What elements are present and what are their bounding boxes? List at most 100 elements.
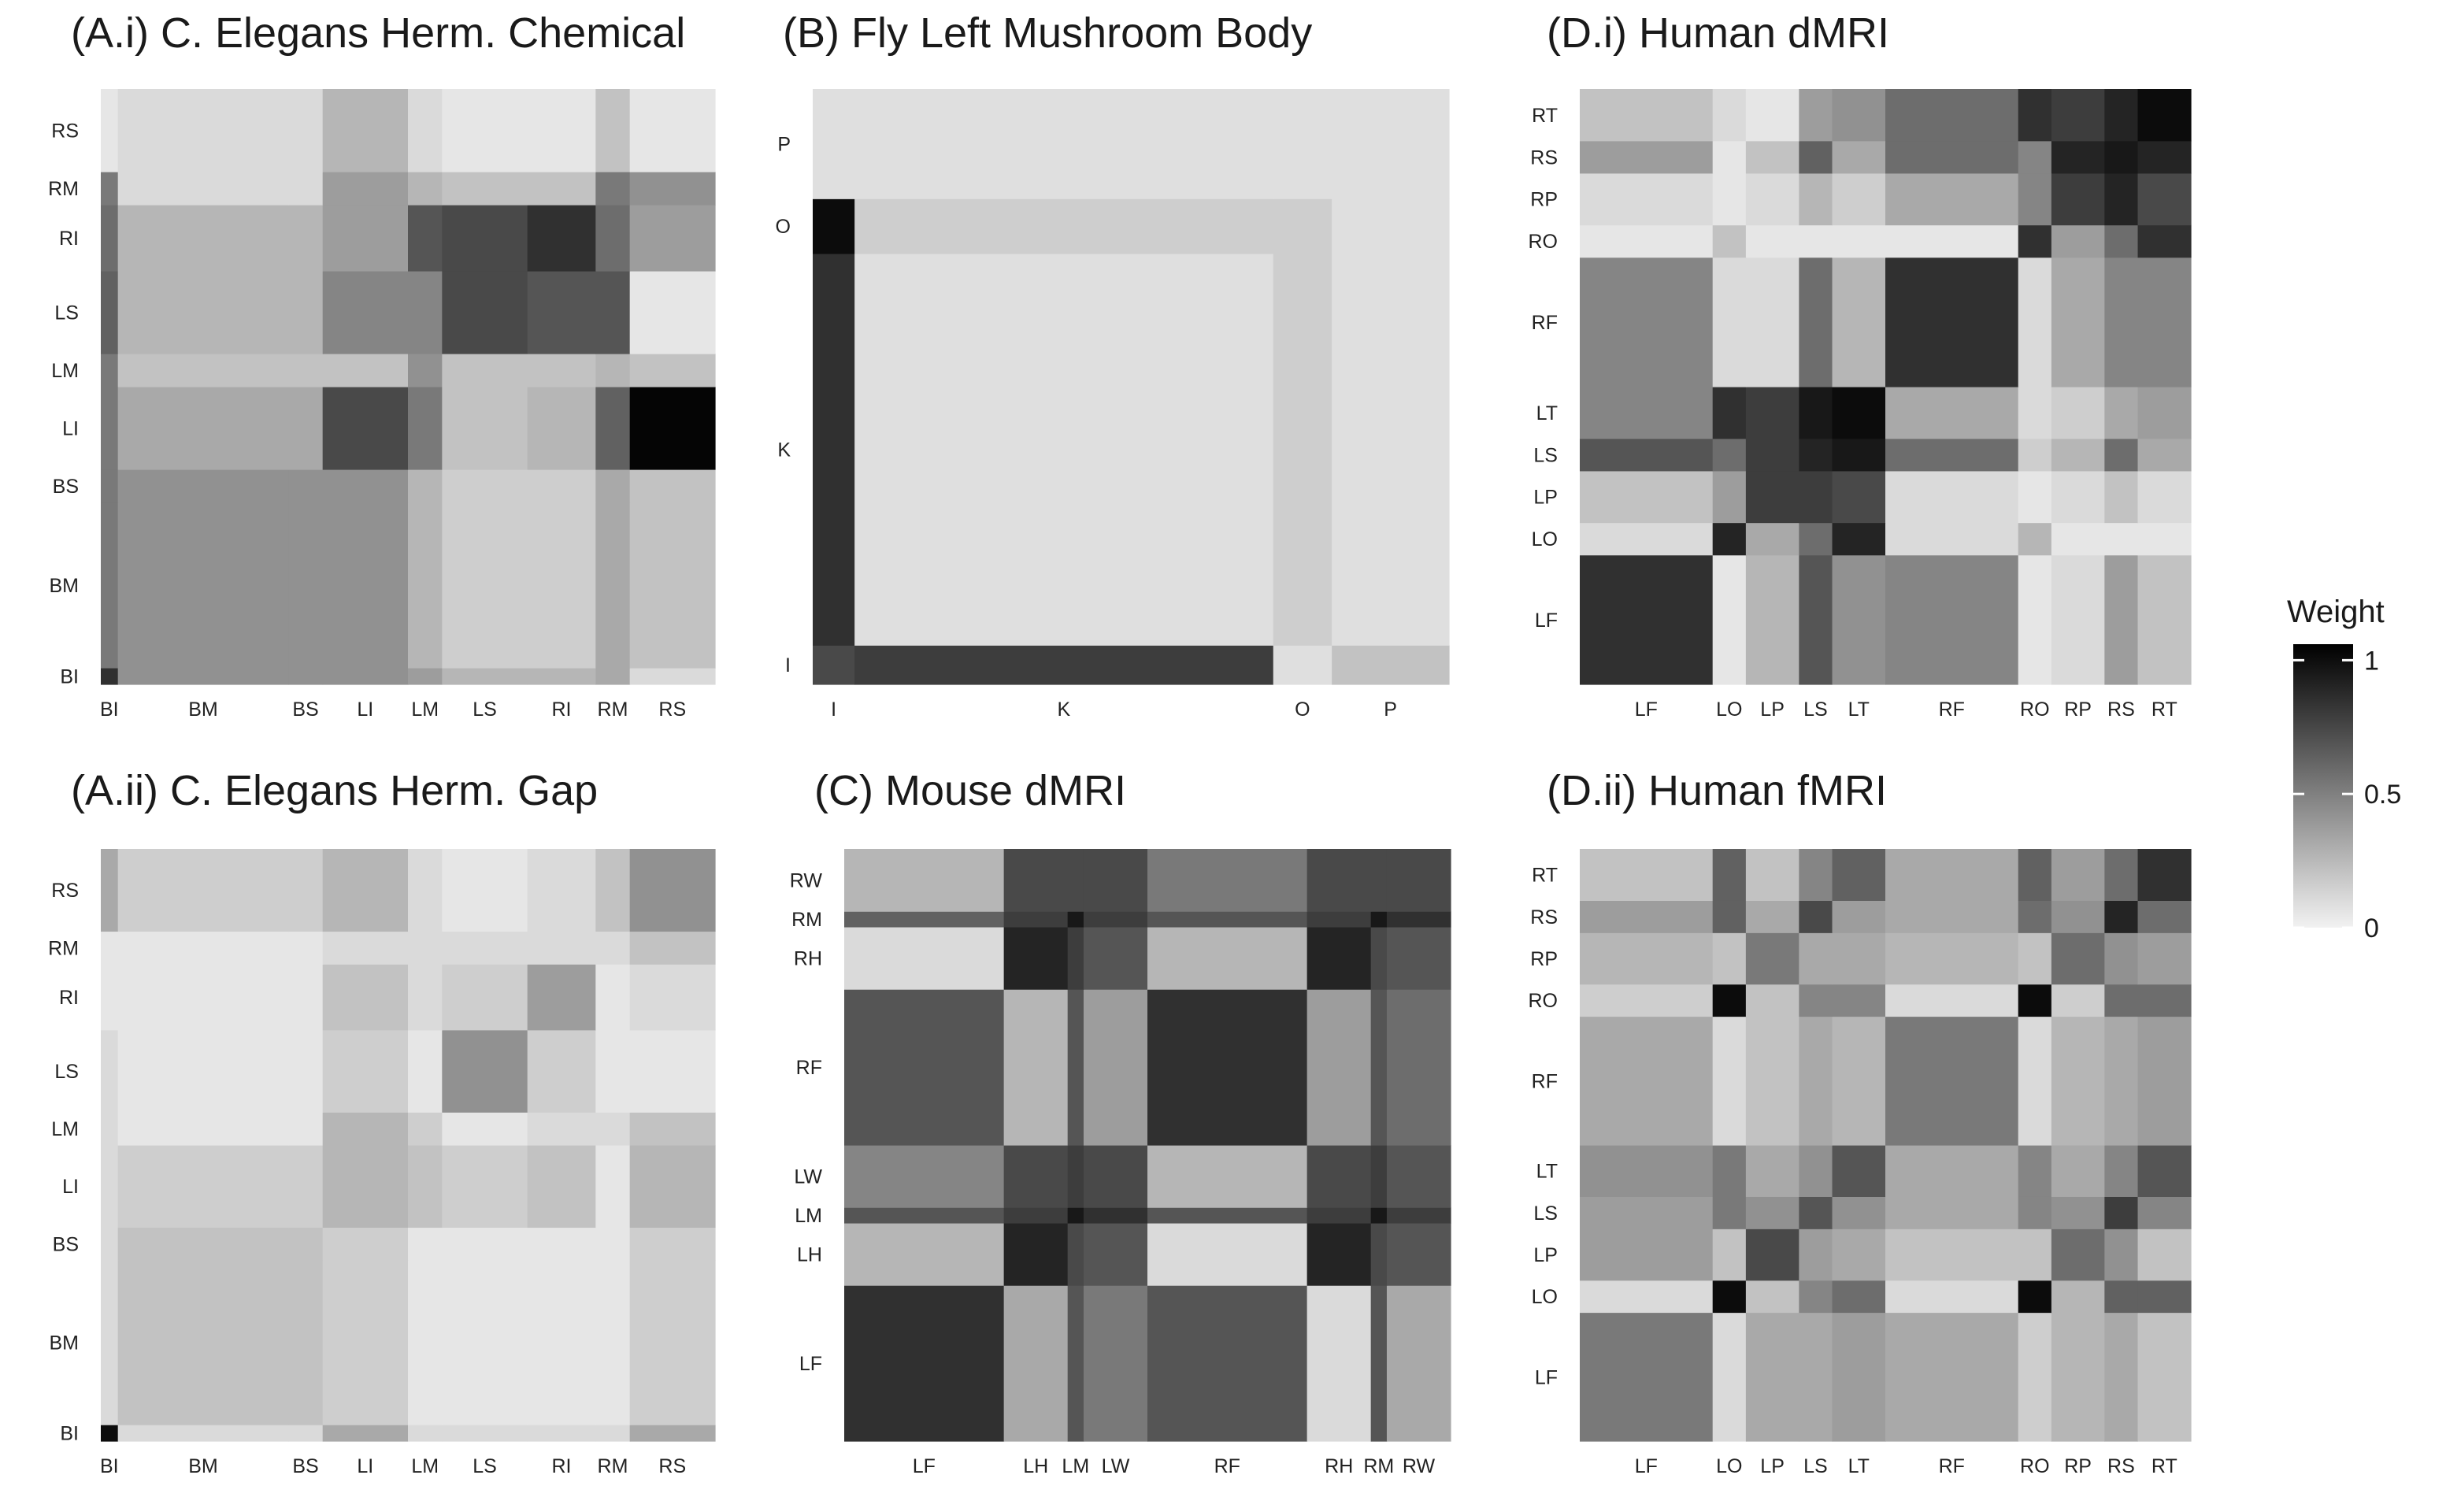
heatmap-cell xyxy=(1799,89,1833,142)
heatmap-cell xyxy=(2104,438,2139,472)
heatmap-cell xyxy=(322,1425,409,1442)
heatmap-cell xyxy=(2051,224,2105,258)
heatmap-cell xyxy=(1832,849,1886,901)
heatmap-cell xyxy=(1712,89,1747,142)
heatmap-cell xyxy=(1067,1207,1084,1224)
heatmap-cell xyxy=(2104,1312,2139,1442)
heatmap-cell xyxy=(101,469,119,503)
heatmap-cell xyxy=(288,89,324,172)
heatmap-cell xyxy=(322,205,409,272)
x-tick-label: RM xyxy=(598,699,628,721)
heatmap-cell xyxy=(1003,989,1069,1146)
x-tick-label: LS xyxy=(1803,699,1828,721)
heatmap-cell xyxy=(1832,1196,1886,1229)
y-tick-label: LM xyxy=(51,1118,79,1140)
heatmap-cell xyxy=(1083,849,1148,912)
heatmap-cell xyxy=(2051,849,2105,901)
heatmap-cell xyxy=(2018,932,2052,985)
heatmap-cell xyxy=(1832,387,1886,439)
heatmap-cell xyxy=(595,1029,631,1113)
heatmap-cell xyxy=(1003,911,1069,928)
heatmap-cell xyxy=(117,1425,289,1442)
heatmap-cell xyxy=(2137,387,2192,439)
heatmap-cell xyxy=(629,205,716,272)
x-tick-label: LO xyxy=(1716,699,1742,721)
heatmap-cell xyxy=(1745,849,1799,901)
heatmap-cell xyxy=(527,387,596,470)
heatmap-panel-1: (A.i) C. Elegans Herm. Chemical BI BM BS LI L… xyxy=(48,9,716,721)
heatmap-cell xyxy=(854,198,1274,254)
heatmap-cell xyxy=(2104,522,2139,556)
heatmap-cell xyxy=(813,89,855,199)
heatmap-cell xyxy=(1147,926,1308,990)
y-tick-label: RF xyxy=(1532,312,1558,334)
heatmap-cell xyxy=(101,668,119,685)
heatmap-cell xyxy=(1580,522,1714,556)
heatmap-cell xyxy=(1370,911,1388,928)
heatmap-cell xyxy=(1067,989,1084,1146)
heatmap-cell xyxy=(1832,140,1886,174)
heatmap-cell xyxy=(408,387,443,470)
heatmap-cell xyxy=(844,1285,1005,1442)
heatmap-cell xyxy=(1799,1228,1833,1281)
heatmap-cell xyxy=(629,1260,716,1425)
heatmap-cell xyxy=(1832,172,1886,226)
heatmap-cell xyxy=(1832,438,1886,472)
heatmap-cell xyxy=(101,172,119,206)
heatmap-cell xyxy=(1745,522,1799,556)
heatmap-cell xyxy=(1712,932,1747,985)
x-tick-label: RS xyxy=(658,699,686,721)
y-tick-label: RO xyxy=(1529,990,1559,1012)
heatmap-cell xyxy=(322,849,409,932)
heatmap-cell xyxy=(1712,172,1747,226)
y-tick-label: RO xyxy=(1529,231,1559,253)
x-tick-label: RP xyxy=(2064,699,2092,721)
heatmap-cell xyxy=(1370,849,1388,912)
y-tick-label: LI xyxy=(62,418,79,440)
heatmap-cell xyxy=(1147,1145,1308,1208)
heatmap-cell xyxy=(1580,1016,1714,1146)
heatmap-cell xyxy=(1832,522,1886,556)
heatmap-cell xyxy=(101,1029,119,1113)
heatmap-cell xyxy=(1386,849,1451,912)
heatmap-cell xyxy=(322,89,409,172)
heatmap-cell xyxy=(844,926,1005,990)
heatmap-cell xyxy=(1386,989,1451,1146)
heatmap-cell xyxy=(288,1029,324,1113)
heatmap-cell xyxy=(1306,1222,1372,1286)
y-tick-label: RH xyxy=(794,948,822,970)
y-tick-label: RT xyxy=(1532,865,1558,887)
heatmap-cell xyxy=(844,1207,1005,1224)
heatmap-cell xyxy=(1712,984,1747,1017)
heatmap-cell xyxy=(1832,257,1886,387)
heatmap-cell xyxy=(2104,470,2139,524)
heatmap-cell xyxy=(1832,470,1886,524)
heatmap-cell xyxy=(854,645,1274,685)
legend-tick-label: 0.5 xyxy=(2364,780,2401,810)
x-tick-label: LM xyxy=(1062,1455,1089,1477)
heatmap-cell xyxy=(1083,911,1148,928)
heatmap-cell xyxy=(2137,257,2192,387)
x-tick-label: LT xyxy=(1848,699,1870,721)
heatmap-cell xyxy=(1799,554,1833,685)
heatmap-cell xyxy=(322,964,409,1031)
heatmap-cell xyxy=(1386,1285,1451,1442)
heatmap-cell xyxy=(288,354,324,387)
heatmap-cell xyxy=(1147,911,1308,928)
heatmap-cell xyxy=(527,172,596,206)
heatmap-cell xyxy=(288,964,324,1031)
heatmap-cell xyxy=(408,1260,443,1425)
y-tick-label: RF xyxy=(796,1057,822,1079)
heatmap-cell xyxy=(1580,849,1714,901)
heatmap-cell xyxy=(1083,1207,1148,1224)
heatmap-cell xyxy=(101,354,119,387)
panel-title: (D.ii) Human fMRI xyxy=(1547,767,1887,814)
heatmap-cell xyxy=(2137,849,2192,901)
heatmap-cell xyxy=(117,354,289,387)
heatmap-cell xyxy=(2018,900,2052,933)
heatmap-cell xyxy=(1799,932,1833,985)
heatmap-cell xyxy=(1147,1222,1308,1286)
heatmap-cell xyxy=(595,1145,631,1228)
heatmap-cell xyxy=(629,387,716,470)
heatmap-cell xyxy=(1147,849,1308,912)
